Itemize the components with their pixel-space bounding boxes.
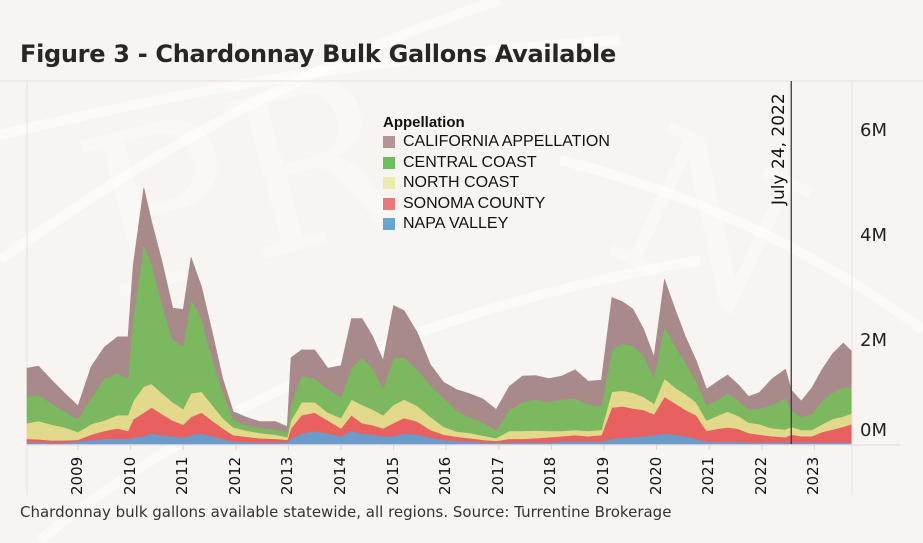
legend-item-north-coast: NORTH COAST [383,173,610,194]
legend-label: NAPA VALLEY [403,215,509,232]
x-tick-label: 2013 [278,456,297,495]
x-tick-label: 2011 [173,456,192,495]
x-tick-label: 2021 [699,456,718,495]
legend: Appellation CALIFORNIA APPELLATION CENTR… [383,114,610,235]
legend-title: Appellation [383,114,465,131]
stacked-area-chart [0,80,923,495]
legend-swatch [383,218,395,231]
legend-label: CALIFORNIA APPELLATION [403,133,610,150]
x-tick-label: 2022 [751,456,770,495]
figure-caption: Chardonnay bulk gallons available statew… [20,503,672,521]
x-tick-label: 2017 [488,456,507,495]
legend-item-central-coast: CENTRAL COAST [383,153,610,174]
legend-item-sonoma-county: SONOMA COUNTY [383,194,610,215]
legend-swatch [383,197,395,210]
figure-title: Figure 3 - Chardonnay Bulk Gallons Avail… [20,40,616,68]
area-layers [26,187,852,445]
x-tick-label: 2023 [804,456,823,495]
y-tick-label: 2M [860,330,887,351]
legend-swatch [383,177,395,190]
legend-label: SONOMA COUNTY [403,194,546,212]
x-tick-label: 2020 [646,456,665,495]
y-tick-label: 4M [860,225,887,246]
legend-swatch [383,156,395,169]
legend-swatch [383,136,395,149]
legend-item-napa-valley: NAPA VALLEY [383,214,610,235]
legend-item-california-appellation: CALIFORNIA APPELLATION [383,132,610,153]
area-california-appellation [26,187,852,433]
annotation-label: July 24, 2022 [769,93,790,205]
x-tick-label: 2009 [68,456,86,495]
x-tick-label: 2018 [541,456,560,495]
x-tick-label: 2015 [383,456,402,495]
x-tick-label: 2014 [331,456,349,495]
x-tick-label: 2019 [594,456,612,495]
y-tick-label: 0M [860,420,887,441]
x-tick-label: 2012 [225,456,244,495]
legend-label: CENTRAL COAST [403,153,537,171]
y-tick-label: 6M [860,120,887,141]
x-tick-label: 2016 [436,456,455,495]
x-tick-label: 2010 [120,456,139,495]
x-tick-marks [77,445,815,450]
legend-label: NORTH COAST [403,174,520,191]
